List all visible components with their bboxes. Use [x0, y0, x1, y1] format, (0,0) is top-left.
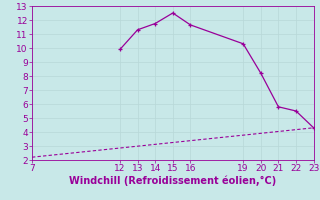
X-axis label: Windchill (Refroidissement éolien,°C): Windchill (Refroidissement éolien,°C) — [69, 176, 276, 186]
